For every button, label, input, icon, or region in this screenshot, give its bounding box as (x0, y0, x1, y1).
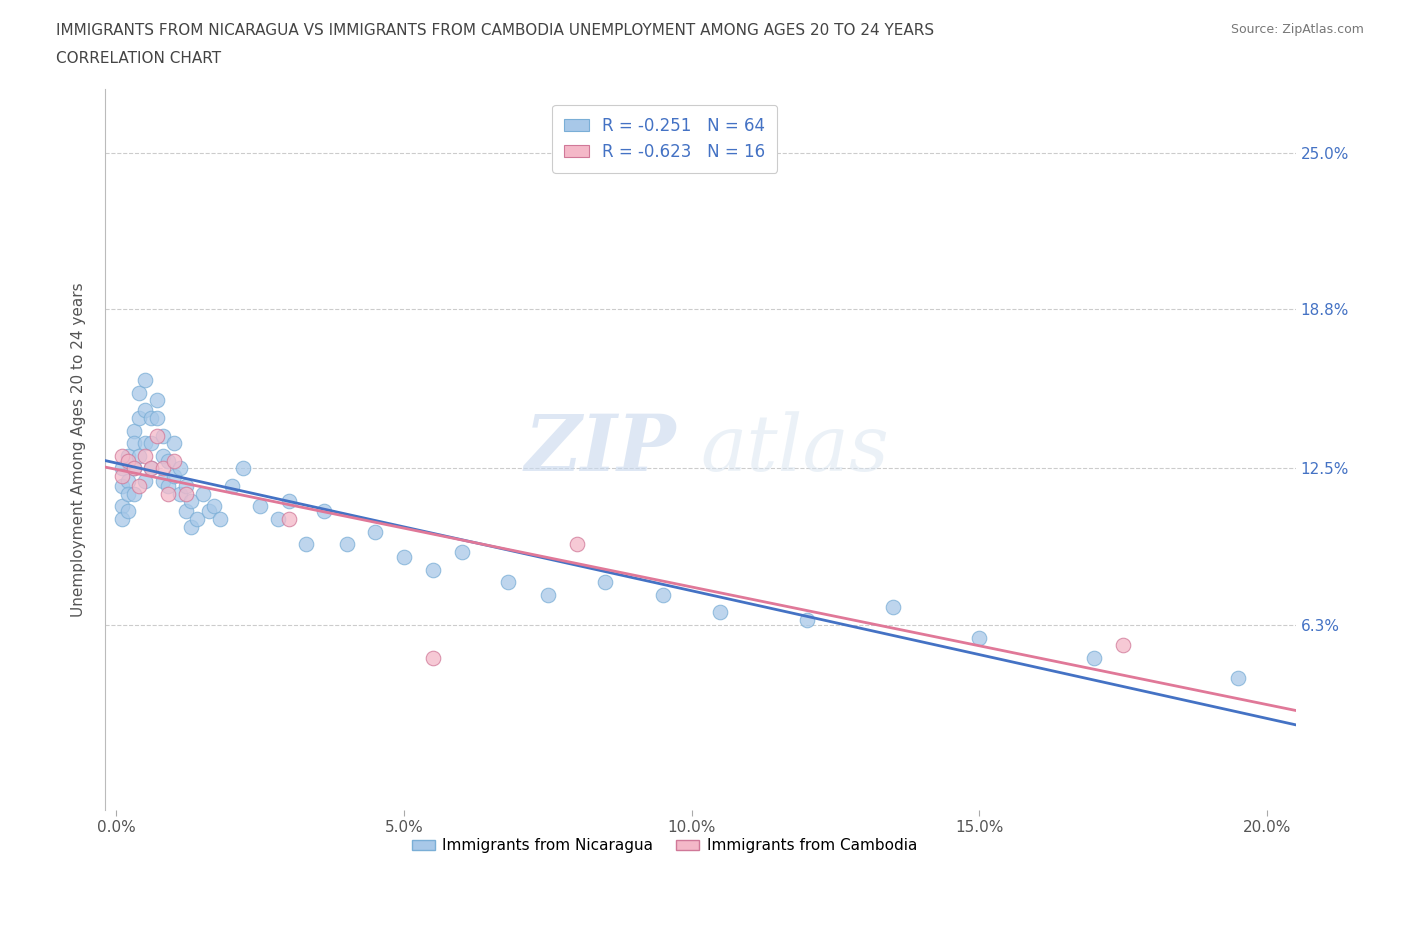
Point (796, 613, 818, 628)
Point (134, 403, 156, 418)
Point (117, 504, 139, 519)
Point (145, 410, 167, 425)
Point (174, 479, 197, 494)
Point (422, 650, 444, 665)
Text: Source: ZipAtlas.com: Source: ZipAtlas.com (1230, 23, 1364, 36)
Point (152, 428, 174, 443)
Point (169, 486, 191, 501)
Point (197, 504, 219, 519)
Point (163, 436, 186, 451)
Point (117, 454, 139, 469)
Point (139, 461, 162, 476)
Point (122, 436, 145, 451)
Point (422, 562, 444, 577)
Point (152, 473, 174, 488)
Point (595, 575, 617, 590)
Point (186, 512, 208, 526)
Point (1083, 650, 1105, 665)
Point (278, 512, 301, 526)
Point (122, 461, 145, 476)
Point (174, 504, 197, 519)
Point (111, 448, 134, 463)
Point (117, 473, 139, 488)
Point (157, 479, 180, 494)
Point (180, 519, 202, 534)
Text: atlas: atlas (700, 411, 889, 487)
Point (496, 575, 519, 590)
Point (111, 498, 134, 513)
Point (128, 385, 150, 400)
Point (152, 461, 174, 476)
Point (191, 486, 214, 501)
Point (111, 461, 134, 476)
Text: ZIP: ZIP (524, 411, 676, 487)
Point (128, 479, 150, 494)
Point (128, 410, 150, 425)
Point (312, 504, 335, 519)
Point (134, 436, 156, 451)
Point (157, 454, 180, 469)
Point (134, 373, 156, 388)
Point (134, 448, 156, 463)
Point (266, 512, 288, 526)
Point (122, 423, 145, 438)
Point (651, 588, 673, 603)
Point (117, 486, 139, 501)
Point (145, 392, 167, 407)
Point (122, 461, 145, 476)
Point (278, 494, 301, 509)
Point (139, 436, 162, 451)
Point (180, 494, 202, 509)
Point (163, 454, 186, 469)
Text: CORRELATION CHART: CORRELATION CHART (56, 51, 221, 66)
Point (169, 461, 191, 476)
Point (295, 537, 318, 551)
Point (163, 469, 186, 484)
Point (392, 550, 415, 565)
Point (134, 473, 156, 488)
Legend: Immigrants from Nicaragua, Immigrants from Cambodia: Immigrants from Nicaragua, Immigrants fr… (406, 832, 924, 859)
Point (174, 486, 197, 501)
Point (364, 525, 387, 539)
Point (122, 486, 145, 501)
Point (1112, 638, 1135, 653)
Point (111, 469, 134, 484)
Point (157, 486, 180, 501)
Point (111, 512, 134, 526)
Point (152, 448, 174, 463)
Point (1227, 671, 1250, 685)
Y-axis label: Unemployment Among Ages 20 to 24 years: Unemployment Among Ages 20 to 24 years (72, 282, 86, 617)
Point (202, 498, 225, 513)
Point (335, 537, 357, 551)
Point (249, 498, 271, 513)
Point (967, 631, 990, 645)
Point (537, 588, 560, 603)
Point (117, 448, 139, 463)
Point (128, 448, 150, 463)
Point (208, 512, 231, 526)
Point (709, 605, 731, 620)
Point (145, 428, 167, 443)
Point (139, 461, 162, 476)
Point (232, 461, 254, 476)
Point (882, 600, 904, 615)
Point (565, 537, 588, 551)
Point (111, 479, 134, 494)
Text: IMMIGRANTS FROM NICARAGUA VS IMMIGRANTS FROM CAMBODIA UNEMPLOYMENT AMONG AGES 20: IMMIGRANTS FROM NICARAGUA VS IMMIGRANTS … (56, 23, 935, 38)
Point (139, 410, 162, 425)
Point (221, 479, 243, 494)
Point (450, 544, 472, 559)
